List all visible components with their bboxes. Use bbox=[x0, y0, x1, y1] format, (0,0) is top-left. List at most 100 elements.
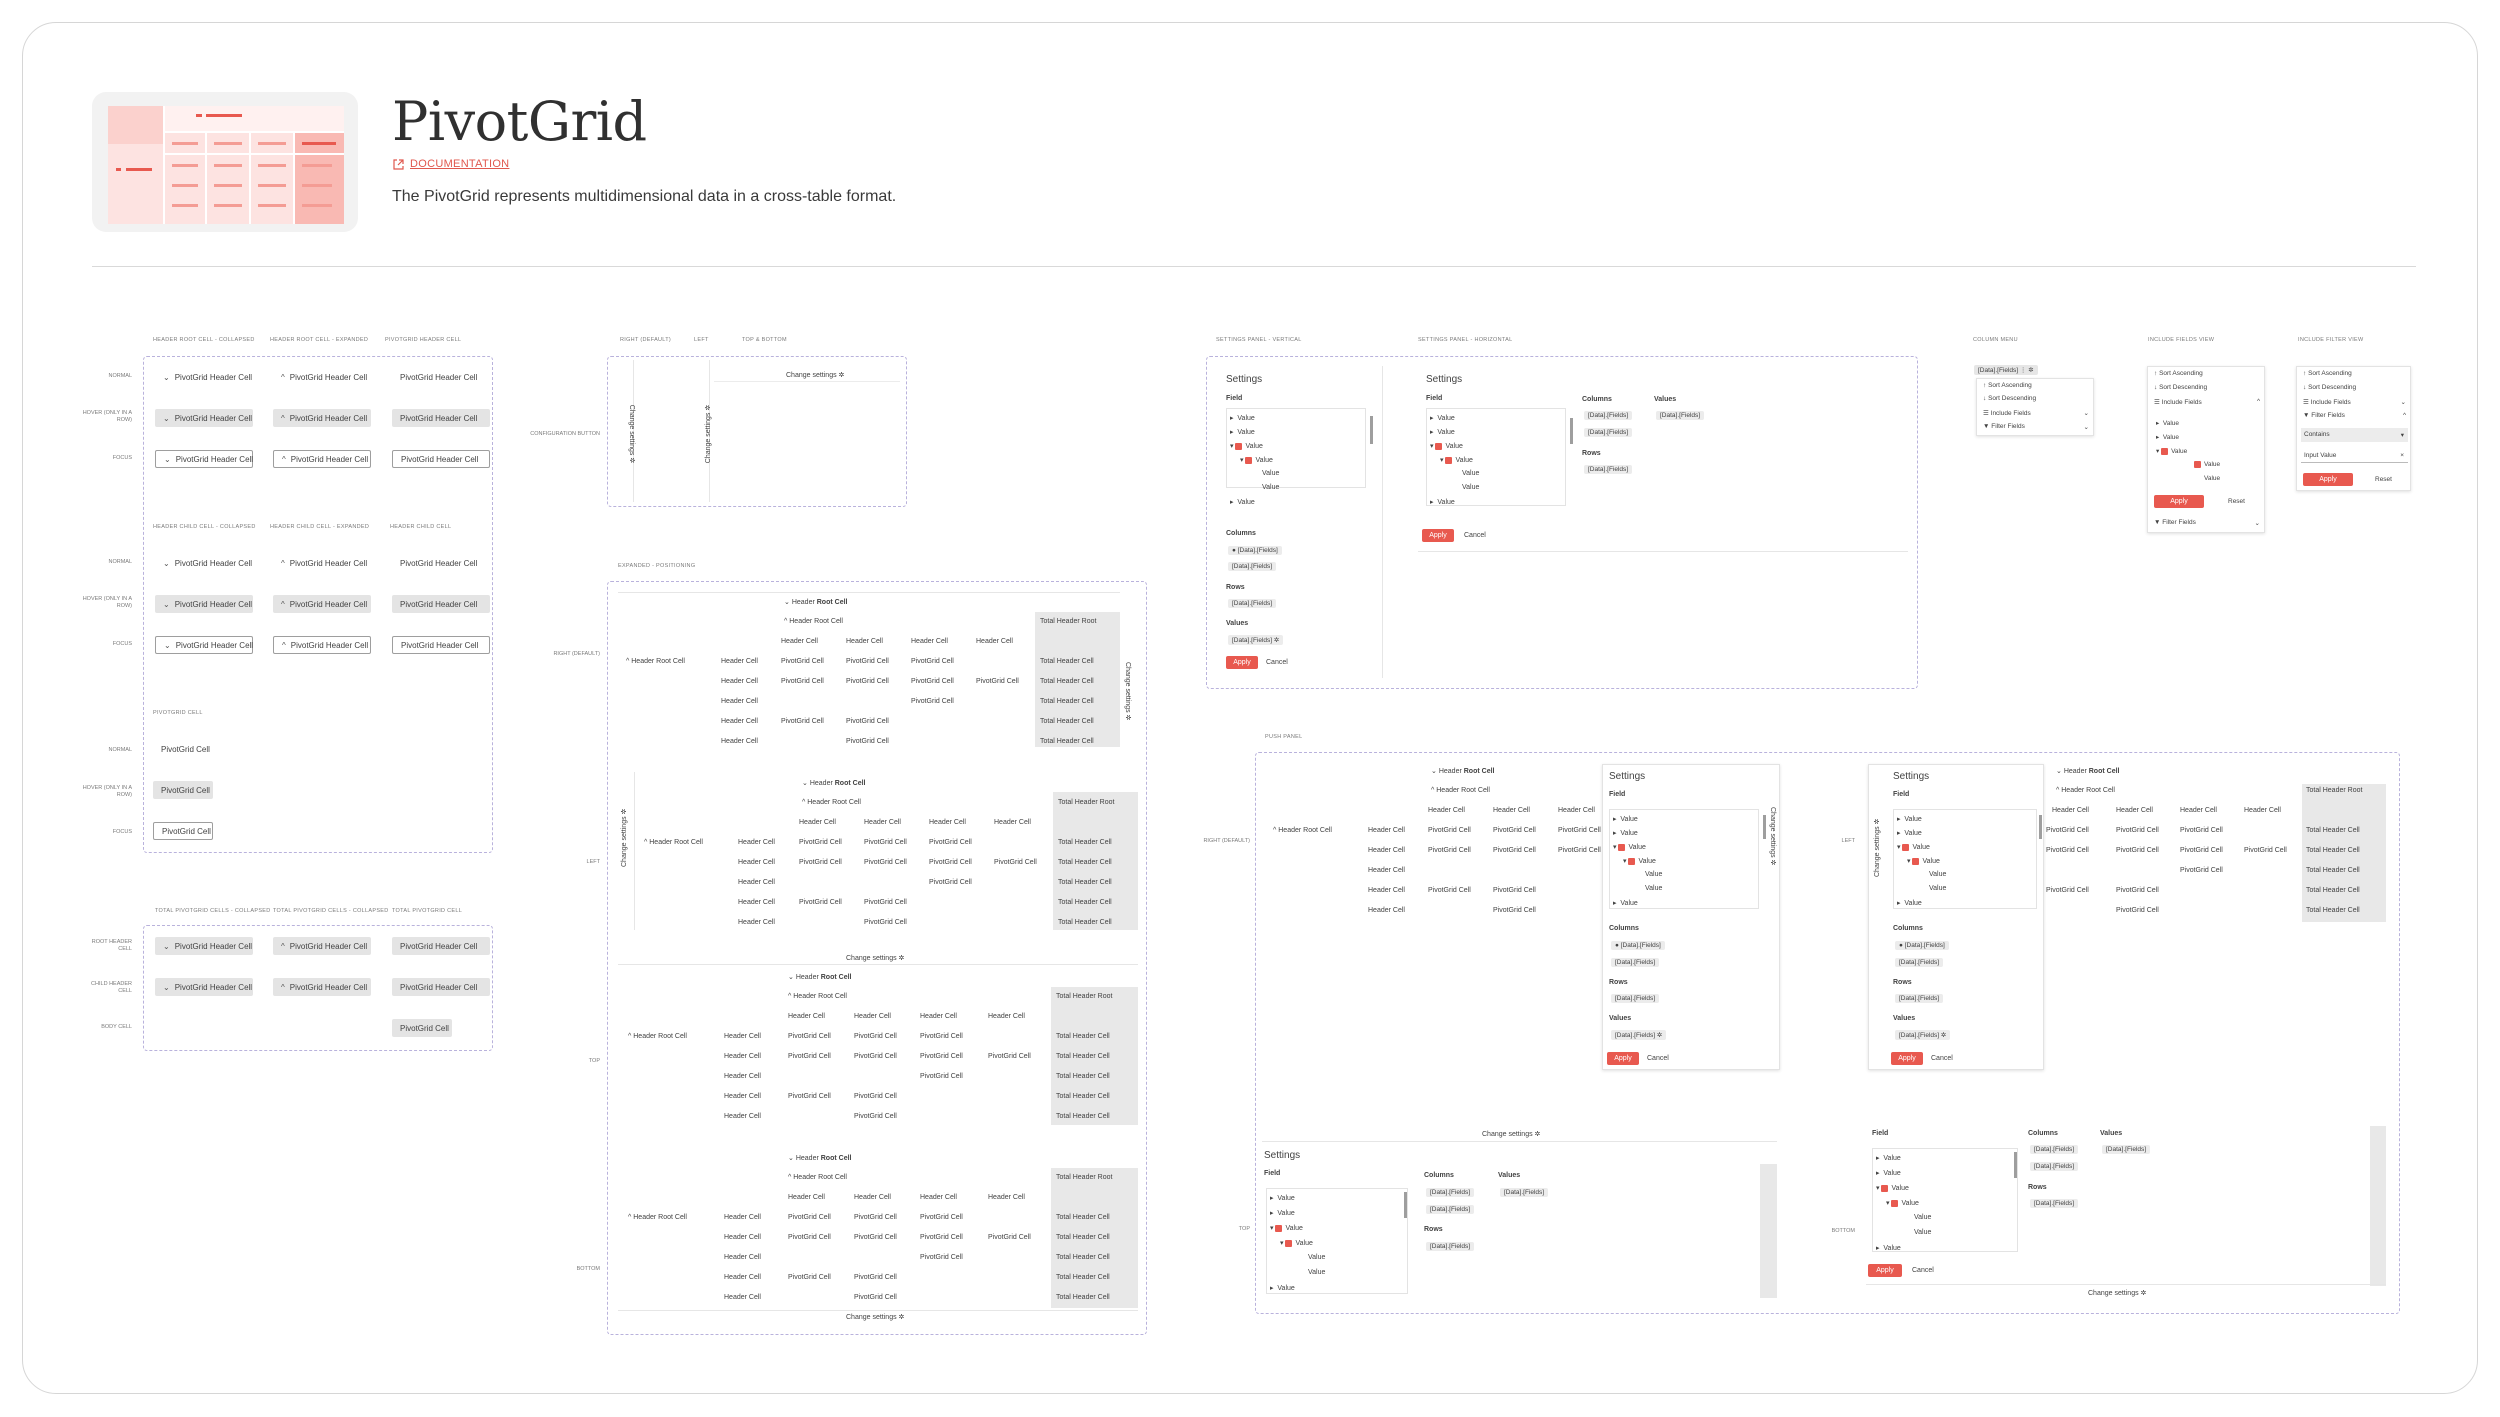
filter-operator-select[interactable]: Contains ▾ bbox=[2301, 428, 2408, 442]
reset-button[interactable]: Reset bbox=[2228, 498, 2245, 505]
header-cell[interactable]: Header Cell bbox=[920, 1013, 957, 1020]
header-cell[interactable]: Header Cell bbox=[988, 1194, 1025, 1201]
column-menu-chip[interactable]: [Data].[Fields] ⋮ ✲ bbox=[1974, 365, 2038, 375]
cancel-button[interactable]: Cancel bbox=[1647, 1055, 1669, 1062]
pivot-cell[interactable]: PivotGrid Cell bbox=[911, 678, 954, 685]
change-settings-horizontal[interactable]: Change settings ✲ bbox=[846, 1314, 905, 1321]
header-child-hover[interactable]: PivotGrid Header Cell bbox=[392, 595, 490, 613]
menu-sort-ascending[interactable]: ↑ Sort Ascending bbox=[2154, 370, 2203, 377]
pivot-cell[interactable]: PivotGrid Cell bbox=[788, 1274, 831, 1281]
header-root-collapsed-hover[interactable]: ⌄ PivotGrid Header Cell bbox=[155, 409, 253, 427]
value-chip[interactable]: [Data].[Fields] bbox=[2102, 1145, 2151, 1154]
total-root-cell[interactable]: PivotGrid Header Cell bbox=[392, 937, 490, 955]
header-cell[interactable]: Header Cell bbox=[721, 738, 758, 745]
change-settings-vertical[interactable]: Change settings ✲ bbox=[621, 808, 628, 867]
pivot-cell[interactable]: PivotGrid Cell bbox=[781, 658, 824, 665]
pivot-cell[interactable]: PivotGrid Cell bbox=[929, 859, 972, 866]
pivot-cell[interactable]: PivotGrid Cell bbox=[2116, 907, 2159, 914]
pivot-cell[interactable]: PivotGrid Cell bbox=[929, 879, 972, 886]
row-chip[interactable]: [Data].[Fields] bbox=[1611, 994, 1660, 1003]
pivot-cell[interactable]: PivotGrid Cell bbox=[799, 899, 842, 906]
config-right-button[interactable]: Change settings ✲ bbox=[628, 404, 636, 464]
apply-button[interactable]: Apply bbox=[1422, 529, 1454, 542]
value-chip[interactable]: [Data].[Fields] bbox=[1500, 1188, 1549, 1197]
menu-filter-fields[interactable]: ▼ Filter Fields ⌄ bbox=[1983, 423, 2089, 431]
column-root-header-2[interactable]: ^ Header Root Cell bbox=[1431, 787, 1490, 794]
pivot-cell[interactable]: PivotGrid Cell bbox=[854, 1294, 897, 1301]
header-root-collapsed-focus[interactable]: ⌄ PivotGrid Header Cell bbox=[155, 450, 253, 468]
change-settings-vertical[interactable]: Change settings ✲ bbox=[1769, 807, 1776, 866]
column-chip[interactable]: ● [Data].[Fields] bbox=[1228, 546, 1282, 555]
header-child-expanded-hover[interactable]: ^ PivotGrid Header Cell bbox=[273, 595, 371, 613]
header-cell[interactable]: Header Cell bbox=[2116, 807, 2153, 814]
column-root-header-2[interactable]: ^ Header Root Cell bbox=[788, 993, 847, 1000]
change-settings-vertical[interactable]: Change settings ✲ bbox=[1874, 818, 1881, 877]
row-root-header[interactable]: ^ Header Root Cell bbox=[628, 1214, 687, 1221]
header-cell[interactable]: Header Cell bbox=[721, 698, 758, 705]
pivot-cell[interactable]: PivotGrid Cell bbox=[911, 658, 954, 665]
header-cell[interactable]: Header Cell bbox=[721, 658, 758, 665]
column-chip[interactable]: [Data].[Fields] bbox=[1228, 562, 1277, 571]
row-chip[interactable]: [Data].[Fields] bbox=[2030, 1199, 2079, 1208]
pivot-cell[interactable]: PivotGrid Cell bbox=[2180, 867, 2223, 874]
row-root-header[interactable]: ^ Header Root Cell bbox=[628, 1033, 687, 1040]
pivot-cell[interactable]: PivotGrid Cell bbox=[2180, 827, 2223, 834]
pivot-cell[interactable]: PivotGrid Cell bbox=[781, 678, 824, 685]
pivot-cell[interactable]: PivotGrid Cell bbox=[799, 859, 842, 866]
menu-include-fields[interactable]: ☰ Include Fields ⌄ bbox=[2303, 399, 2406, 406]
pivot-cell[interactable]: PivotGrid Cell bbox=[788, 1033, 831, 1040]
header-cell[interactable]: Header Cell bbox=[724, 1294, 761, 1301]
pivot-cell[interactable]: PivotGrid Cell bbox=[988, 1053, 1031, 1060]
menu-sort-ascending[interactable]: ↑ Sort Ascending bbox=[2303, 370, 2352, 377]
header-cell[interactable]: Header Cell bbox=[1368, 867, 1405, 874]
menu-include-fields[interactable]: ☰ Include Fields ^ bbox=[2154, 398, 2260, 406]
row-root-header[interactable]: ^ Header Root Cell bbox=[1273, 827, 1332, 834]
total-root-expanded[interactable]: ^ PivotGrid Header Cell bbox=[273, 937, 371, 955]
column-root-header-2[interactable]: ^ Header Root Cell bbox=[2056, 787, 2115, 794]
total-child-expanded[interactable]: ^ PivotGrid Header Cell bbox=[273, 978, 371, 996]
total-child-collapsed[interactable]: ⌄ PivotGrid Header Cell bbox=[155, 978, 253, 996]
pivot-cell[interactable]: PivotGrid Cell bbox=[1428, 847, 1471, 854]
pivot-cell[interactable]: PivotGrid Cell bbox=[988, 1234, 1031, 1241]
pivot-cell[interactable]: PivotGrid Cell bbox=[846, 658, 889, 665]
pivot-header-focus[interactable]: PivotGrid Header Cell bbox=[392, 450, 490, 468]
config-left-button[interactable]: Change settings ✲ bbox=[705, 404, 713, 464]
header-cell[interactable]: Header Cell bbox=[724, 1274, 761, 1281]
pivot-cell[interactable]: PivotGrid Cell bbox=[1493, 847, 1536, 854]
pivot-cell[interactable]: PivotGrid Cell bbox=[788, 1053, 831, 1060]
header-cell[interactable]: Header Cell bbox=[738, 919, 775, 926]
value-chip[interactable]: [Data].[Fields] ✲ bbox=[1611, 1030, 1667, 1040]
header-child-focus[interactable]: PivotGrid Header Cell bbox=[392, 636, 490, 654]
pivot-cell[interactable]: PivotGrid Cell bbox=[920, 1254, 963, 1261]
header-cell[interactable]: Header Cell bbox=[724, 1053, 761, 1060]
pivot-cell[interactable]: PivotGrid Cell bbox=[1493, 827, 1536, 834]
header-cell[interactable]: Header Cell bbox=[988, 1013, 1025, 1020]
pivot-cell[interactable]: PivotGrid Cell bbox=[846, 738, 889, 745]
column-root-header-2[interactable]: ^ Header Root Cell bbox=[788, 1174, 847, 1181]
pivot-cell[interactable]: PivotGrid Cell bbox=[994, 859, 1037, 866]
header-child-collapsed-normal[interactable]: ⌄ PivotGrid Header Cell bbox=[163, 558, 253, 568]
pivot-cell[interactable]: PivotGrid Cell bbox=[854, 1113, 897, 1120]
apply-button[interactable]: Apply bbox=[1891, 1052, 1923, 1065]
column-chip[interactable]: [Data].[Fields] bbox=[1426, 1205, 1475, 1214]
header-cell[interactable]: Header Cell bbox=[911, 638, 948, 645]
header-cell[interactable]: Header Cell bbox=[724, 1073, 761, 1080]
reset-button[interactable]: Reset bbox=[2375, 476, 2392, 483]
cancel-button[interactable]: Cancel bbox=[1266, 659, 1288, 666]
row-root-header[interactable]: ^ Header Root Cell bbox=[644, 839, 703, 846]
column-chip[interactable]: [Data].[Fields] bbox=[1895, 958, 1944, 967]
pivot-cell[interactable]: PivotGrid Cell bbox=[788, 1093, 831, 1100]
apply-button[interactable]: Apply bbox=[2154, 495, 2204, 508]
menu-sort-descending[interactable]: ↓ Sort Descending bbox=[2154, 384, 2208, 391]
pivot-cell[interactable]: PivotGrid Cell bbox=[976, 678, 1019, 685]
pivot-header-normal[interactable]: PivotGrid Header Cell bbox=[400, 372, 478, 382]
pivot-cell-hover[interactable]: PivotGrid Cell bbox=[153, 781, 213, 799]
pivot-cell[interactable]: PivotGrid Cell bbox=[2116, 887, 2159, 894]
menu-include-fields[interactable]: ☰ Include Fields ⌄ bbox=[1983, 410, 2089, 417]
pivot-cell[interactable]: PivotGrid Cell bbox=[2046, 887, 2089, 894]
header-cell[interactable]: Header Cell bbox=[721, 678, 758, 685]
pivot-cell[interactable]: PivotGrid Cell bbox=[854, 1033, 897, 1040]
header-cell[interactable]: Header Cell bbox=[846, 638, 883, 645]
column-root-header[interactable]: ⌄ Header Root Cell bbox=[784, 599, 848, 606]
header-cell[interactable]: Header Cell bbox=[724, 1113, 761, 1120]
